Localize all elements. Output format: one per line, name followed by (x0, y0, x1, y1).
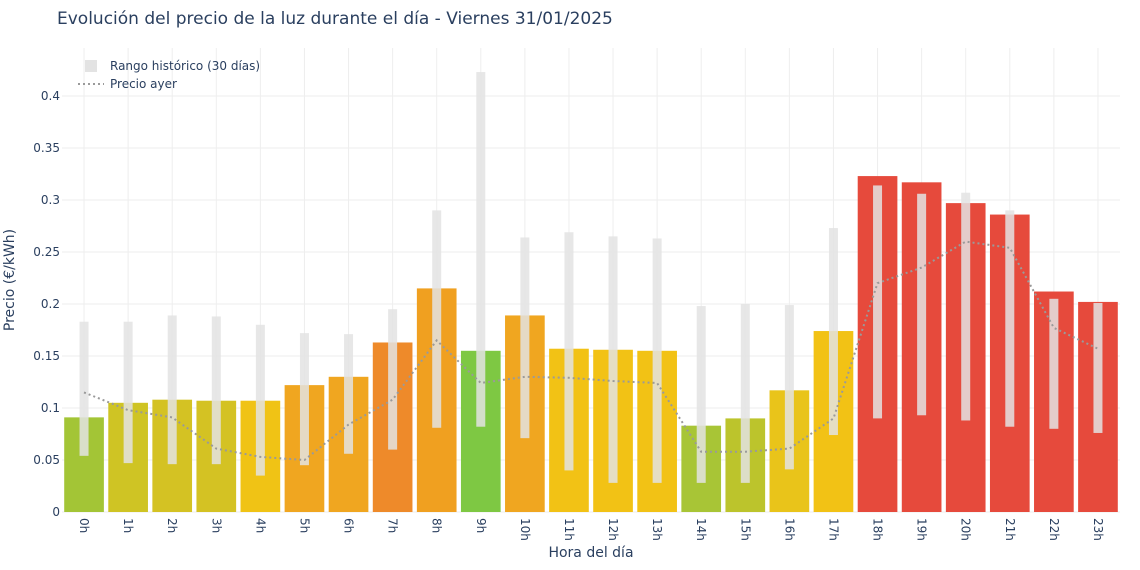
x-tick-label: 21h (1003, 518, 1017, 541)
x-tick-label: 15h (738, 518, 752, 541)
x-tick-label: 11h (562, 518, 576, 541)
range-bar-10h (520, 237, 530, 439)
x-tick-label: 20h (959, 518, 973, 541)
range-bar-16h (784, 305, 794, 470)
x-tick-label: 10h (518, 518, 532, 541)
x-tick-label: 0h (77, 518, 91, 533)
y-tick-label: 0 (52, 505, 60, 519)
range-bar-19h (917, 193, 927, 416)
y-axis-ticks: 0 0.05 0.1 0.15 0.2 0.25 0.3 0.35 0.4 (33, 89, 60, 519)
x-tick-label: 16h (782, 518, 796, 541)
range-bar-14h (696, 306, 706, 483)
range-bar-1h (123, 321, 133, 464)
y-tick-label: 0.35 (33, 141, 60, 155)
x-tick-label: 22h (1047, 518, 1061, 541)
x-tick-label: 2h (165, 518, 179, 533)
range-bar-21h (1005, 210, 1015, 427)
legend-range-swatch (85, 60, 97, 72)
range-bar-13h (652, 238, 662, 483)
x-tick-label: 9h (474, 518, 488, 533)
range-bar-5h (299, 333, 309, 466)
legend-range-label: Rango histórico (30 días) (110, 59, 260, 73)
legend: Rango histórico (30 días) Precio ayer (78, 59, 260, 91)
x-tick-label: 12h (606, 518, 620, 541)
x-axis-ticks: 0h 1h 2h 3h 4h 5h 6h 7h 8h 9h 10h 11h 12h 13h 14h 15h 16… (77, 518, 1105, 541)
x-tick-label: 7h (386, 518, 400, 533)
range-bar-2h (167, 315, 177, 465)
legend-line-label: Precio ayer (110, 77, 177, 91)
range-bar-8h (432, 210, 442, 428)
y-tick-label: 0.3 (41, 193, 60, 207)
x-tick-label: 13h (650, 518, 664, 541)
range-bar-20h (961, 192, 971, 421)
x-tick-label: 19h (915, 518, 929, 541)
range-bar-4h (255, 324, 265, 476)
x-tick-label: 3h (209, 518, 223, 533)
x-tick-label: 4h (253, 518, 267, 533)
yesterday-price-line (83, 240, 1099, 462)
x-tick-label: 17h (826, 518, 840, 541)
y-tick-label: 0.25 (33, 245, 60, 259)
x-tick-label: 6h (342, 518, 356, 533)
x-tick-label: 1h (121, 518, 135, 533)
y-tick-label: 0.15 (33, 349, 60, 363)
x-tick-label: 23h (1091, 518, 1105, 541)
range-bar-15h (740, 304, 750, 483)
x-tick-label: 14h (694, 518, 708, 541)
range-bar-7h (388, 309, 398, 450)
y-tick-label: 0.05 (33, 453, 60, 467)
y-tick-label: 0.1 (41, 401, 60, 415)
range-bar-23h (1093, 302, 1103, 433)
range-bar-6h (344, 334, 354, 454)
historical-range-bars (79, 72, 1103, 483)
range-bar-3h (211, 316, 221, 465)
range-bar-17h (828, 228, 838, 436)
x-axis-title: Hora del día (548, 545, 633, 561)
range-bar-9h (476, 72, 486, 427)
yesterday-price-polyline (83, 240, 1099, 462)
x-tick-label: 18h (871, 518, 885, 541)
range-bar-0h (79, 321, 89, 456)
x-tick-label: 8h (430, 518, 444, 533)
range-bar-12h (608, 236, 618, 483)
chart-title: Evolución del precio de la luz durante e… (57, 9, 613, 29)
y-axis-title: Precio (€/kWh) (2, 229, 18, 331)
range-bar-11h (564, 232, 574, 471)
y-tick-label: 0.4 (41, 89, 60, 103)
y-tick-label: 0.2 (41, 297, 60, 311)
x-tick-label: 5h (297, 518, 311, 533)
range-bar-22h (1049, 298, 1059, 429)
price-bars (64, 176, 1118, 512)
range-bar-18h (873, 185, 883, 419)
